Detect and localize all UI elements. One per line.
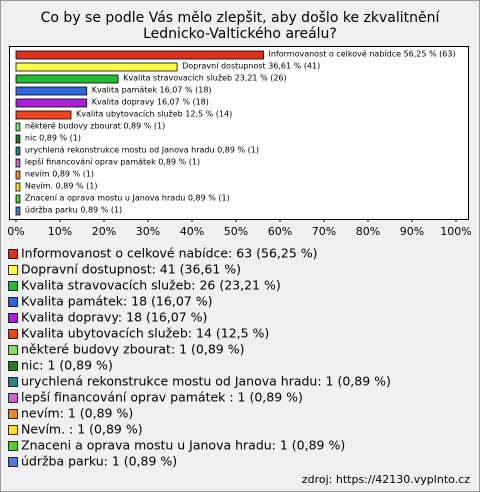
- value-label: Znacení a oprava mostu u Janova hradu 0,…: [25, 194, 230, 203]
- value-label: lepší financování oprav památek 0,89 % (…: [25, 157, 200, 167]
- value-label: Kvalita památek 16,07 % (18): [92, 86, 212, 95]
- value-label: údržba parku 0,89 % (1): [25, 206, 122, 215]
- value-label: Dopravní dostupnost 36,61 % (41): [182, 62, 320, 71]
- legend-label: Informovanost o celkové nabídce: 63 (56,…: [21, 246, 318, 261]
- bar: [15, 206, 21, 216]
- x-tick-label: 90%: [400, 225, 424, 238]
- value-label: nic 0,89 % (1): [25, 134, 81, 143]
- x-tick-label: 80%: [356, 225, 380, 238]
- legend-swatch: [8, 393, 18, 403]
- legend-swatch: [8, 441, 18, 451]
- legend-swatch: [8, 313, 18, 323]
- legend-label: některé budovy zbourat: 1 (0,89 %): [21, 342, 245, 357]
- legend-label: údržba parku: 1 (0,89 %): [21, 454, 177, 469]
- legend-swatch: [8, 345, 18, 355]
- x-tick-label: 10%: [48, 225, 72, 238]
- legend-label: lepší financování oprav památek : 1 (0,8…: [21, 390, 303, 405]
- bar: [15, 170, 21, 180]
- legend-label: Kvalita stravovacích služeb: 26 (23,21 %…: [21, 278, 281, 293]
- value-label: urychlená rekonstrukce mostu od Janova h…: [25, 146, 259, 155]
- bar: [15, 50, 264, 60]
- bar: [15, 86, 88, 96]
- bar: [15, 158, 21, 168]
- legend-swatch: [8, 297, 18, 307]
- legend-swatch: [8, 425, 18, 435]
- bar: [15, 110, 72, 120]
- legend-swatch: [8, 265, 18, 275]
- legend-label: Kvalita památek: 18 (16,07 %): [21, 294, 212, 309]
- legend-label: nevím: 1 (0,89 %): [21, 406, 133, 421]
- legend-swatch: [8, 377, 18, 387]
- bar: [15, 122, 21, 132]
- legend-label: Znaceni a oprava mostu u Janova hradu: 1…: [21, 438, 345, 453]
- value-label: některé budovy zbourat 0,89 % (1): [25, 121, 165, 131]
- x-tick-label: 60%: [268, 225, 292, 238]
- bar: [15, 134, 21, 144]
- legend-label: Kvalita ubytovacích služeb: 14 (12,5 %): [21, 326, 269, 341]
- legend-swatch: [8, 329, 18, 339]
- x-tick-label: 40%: [180, 225, 204, 238]
- legend-swatch: [8, 361, 18, 371]
- legend-label: Kvalita dopravy: 18 (16,07 %): [21, 310, 207, 325]
- bar: [15, 74, 119, 84]
- legend-swatch: [8, 457, 18, 467]
- bar: [15, 194, 21, 204]
- value-label: Nevím. 0,89 % (1): [25, 182, 98, 191]
- x-tick-label: 20%: [92, 225, 116, 238]
- value-label: Kvalita dopravy 16,07 % (18): [92, 98, 209, 107]
- legend-swatch: [8, 281, 18, 291]
- legend-label: nic: 1 (0,89 %): [21, 358, 113, 373]
- x-tick-label: 0%: [7, 225, 24, 238]
- bar: [15, 146, 21, 156]
- legend-label: urychlená rekonstrukce mostu od Janova h…: [21, 374, 391, 389]
- value-label: Informovanost o celkové nabídce 56,25 % …: [269, 49, 456, 59]
- value-label: nevím 0,89 % (1): [25, 170, 94, 179]
- bar: [15, 98, 88, 108]
- x-tick-label: 30%: [136, 225, 160, 238]
- chart-title: Lednicko-Valtického areálu?: [143, 26, 337, 42]
- x-tick-label: 100%: [440, 225, 471, 238]
- value-label: Kvalita stravovacích služeb 23,21 % (26): [123, 74, 287, 83]
- x-tick-label: 50%: [224, 225, 248, 238]
- bar: [15, 182, 21, 192]
- legend-swatch: [8, 409, 18, 419]
- legend-label: Dopravní dostupnost: 41 (36,61 %): [21, 262, 241, 277]
- legend-swatch: [8, 249, 18, 259]
- value-label: Kvalita ubytovacích služeb 12,5 % (14): [76, 110, 232, 119]
- bar: [15, 62, 178, 72]
- chart-title: Co by se podle Vás mělo zlepšit, aby doš…: [41, 10, 441, 26]
- source: zdroj: https://42130.vyplnto.cz: [302, 473, 470, 486]
- legend-label: Nevím. : 1 (0,89 %): [21, 422, 143, 437]
- x-tick-label: 70%: [312, 225, 336, 238]
